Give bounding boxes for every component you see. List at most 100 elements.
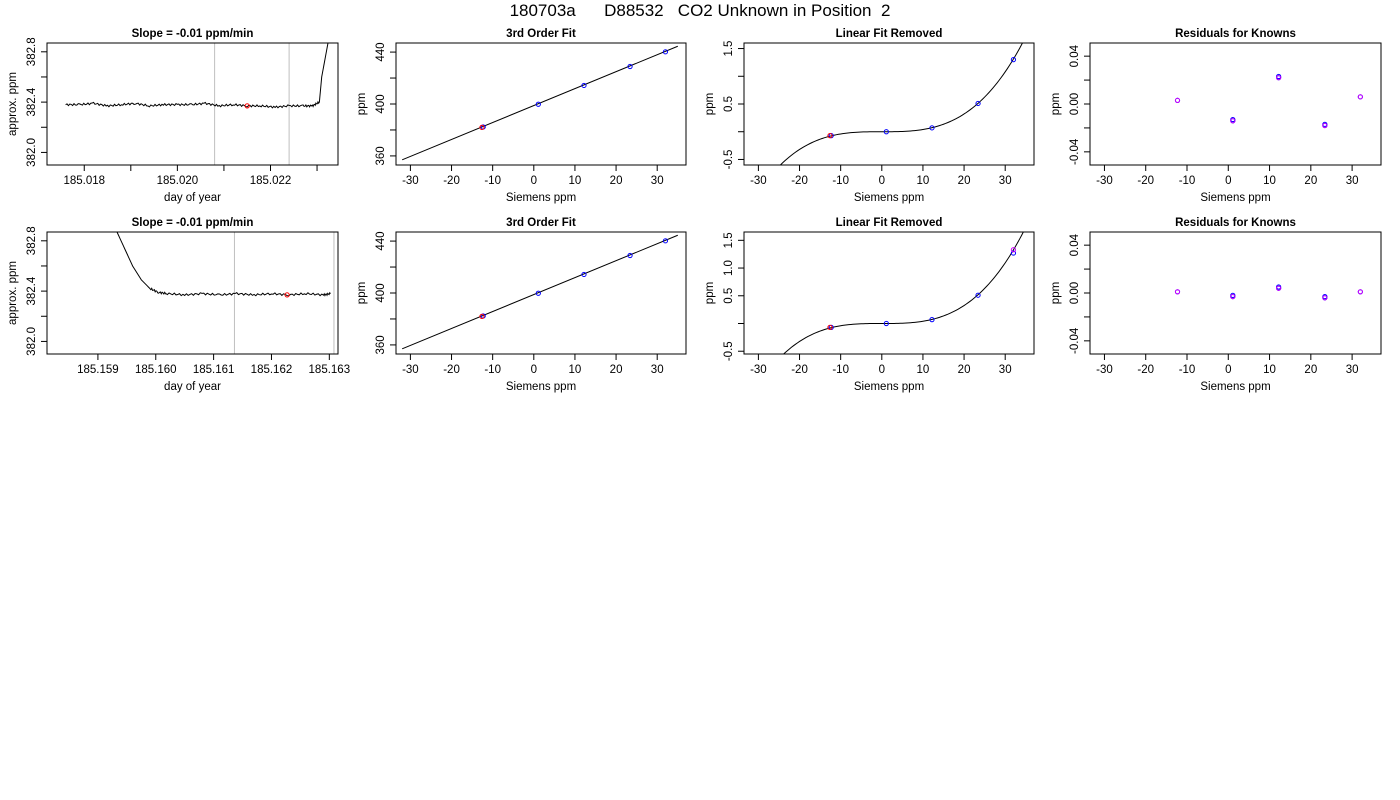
y-tick-label: 440 (375, 231, 387, 250)
plot-frame (46, 231, 339, 355)
chart-panel-6: 3rd Order Fit -30 -20 -10 0 10 20 30 360 400 440 Si… (356, 217, 687, 393)
y-axis-label: approx. ppm (7, 72, 19, 136)
x-tick-label: -10 (832, 175, 849, 187)
chart-panel-5: Slope = -0.01 ppm/min 185.159 185.160 185.1… (7, 217, 350, 393)
data-point (284, 292, 290, 298)
x-tick-label: 0 (879, 364, 885, 376)
data-point (827, 133, 833, 139)
chart-panel-3: Linear Fit Removed -30 -20 -10 0 10 20 30 -0.5 0.… (704, 28, 1035, 204)
data-point (581, 82, 587, 89)
x-tick-label: 10 (1263, 175, 1276, 187)
y-tick-label: 0.00 (1069, 282, 1081, 304)
x-tick-label: 185.160 (135, 364, 177, 376)
plot-area (65, 43, 329, 109)
x-tick-label: 30 (1346, 175, 1359, 187)
x-axis-label: day of year (164, 192, 221, 204)
y-axis-label: ppm (704, 282, 716, 304)
y-tick-label: -0.5 (723, 150, 735, 170)
x-tick-label: 30 (651, 175, 664, 187)
y-tick-label: 0.04 (1069, 233, 1081, 256)
data-point (581, 271, 587, 278)
data-trace-line (116, 232, 331, 297)
x-tick-label: 20 (610, 364, 623, 376)
y-tick-label: 1.5 (723, 232, 735, 248)
data-point (929, 125, 935, 131)
data-point (479, 313, 485, 319)
x-axis-label: Siemens ppm (1200, 381, 1270, 393)
y-tick-label: 400 (375, 94, 387, 113)
data-point (883, 320, 889, 327)
y-axis-label: ppm (356, 93, 368, 115)
x-tick-label: 185.022 (250, 175, 292, 187)
x-tick-label: 185.162 (251, 364, 293, 376)
x-tick-label: -20 (791, 364, 808, 376)
y-tick-label: 400 (375, 283, 387, 302)
y-tick-label: -0.04 (1069, 327, 1081, 354)
plot-frame (743, 42, 1035, 166)
x-tick-label: 0 (531, 364, 537, 376)
y-axis-label: ppm (704, 93, 716, 115)
panel-title: Slope = -0.01 ppm/min (132, 28, 254, 40)
y-tick-label: 1.0 (723, 260, 735, 276)
x-tick-label: -10 (484, 175, 501, 187)
panel-title: Linear Fit Removed (836, 28, 943, 40)
x-axis-label: Siemens ppm (854, 381, 924, 393)
x-axis-label: Siemens ppm (506, 381, 576, 393)
y-tick-label: 0.5 (723, 288, 735, 304)
plot-frame (395, 42, 687, 166)
figure-title: 180703a D88532 CO2 Unknown in Position 2 (509, 1, 891, 20)
data-point (1174, 289, 1181, 295)
data-point (627, 252, 633, 259)
x-tick-label: 0 (1225, 364, 1231, 376)
plot-area (1174, 284, 1363, 301)
x-tick-label: 0 (879, 175, 885, 187)
y-tick-label: 440 (375, 42, 387, 61)
x-tick-label: 30 (651, 364, 664, 376)
x-tick-label: 20 (1304, 364, 1317, 376)
data-point (1010, 247, 1017, 253)
x-tick-label: -30 (1096, 364, 1113, 376)
chart-panel-7: Linear Fit Removed -30 -20 -10 0 10 20 30 -0.5 0.… (704, 217, 1035, 393)
data-point (975, 100, 981, 107)
data-point (627, 63, 633, 70)
y-tick-label: -0.5 (723, 341, 735, 361)
y-axis-label: approx. ppm (7, 261, 19, 325)
x-axis-label: day of year (164, 381, 221, 393)
x-tick-label: -20 (791, 175, 808, 187)
y-tick-label: 360 (375, 335, 387, 354)
data-point (479, 124, 485, 130)
plot-frame (395, 231, 687, 355)
y-tick-label: -0.04 (1069, 138, 1081, 165)
data-point (1322, 295, 1328, 301)
y-tick-label: 382.4 (26, 87, 38, 116)
x-tick-label: -10 (832, 364, 849, 376)
data-point (883, 129, 889, 135)
chart-panel-1: Slope = -0.01 ppm/min 185.018 185.020 185.0… (7, 28, 339, 204)
data-point (1230, 293, 1236, 300)
panel-title: 3rd Order Fit (506, 217, 576, 229)
x-tick-label: -30 (402, 364, 419, 376)
x-tick-label: 10 (917, 364, 930, 376)
data-point (827, 324, 833, 330)
data-point (244, 103, 250, 109)
x-tick-label: 20 (958, 364, 971, 376)
x-tick-label: -20 (443, 175, 460, 187)
plot-frame (743, 231, 1035, 355)
panel-title: Residuals for Knowns (1175, 28, 1296, 40)
y-axis-label: ppm (356, 282, 368, 304)
y-tick-label: 382.0 (26, 327, 38, 356)
data-point (1230, 118, 1236, 124)
data-point (1357, 94, 1363, 100)
y-axis-label: ppm (1050, 282, 1062, 304)
x-tick-label: 185.161 (193, 364, 235, 376)
y-tick-label: 0.00 (1069, 93, 1081, 115)
x-tick-label: -20 (1137, 364, 1154, 376)
plot-frame (46, 42, 339, 166)
y-tick-label: 382.4 (26, 276, 38, 305)
x-tick-label: -30 (1096, 175, 1113, 187)
x-tick-label: -30 (402, 175, 419, 187)
x-tick-label: 20 (1304, 175, 1317, 187)
data-point (1174, 97, 1181, 104)
x-tick-label: 20 (958, 175, 971, 187)
